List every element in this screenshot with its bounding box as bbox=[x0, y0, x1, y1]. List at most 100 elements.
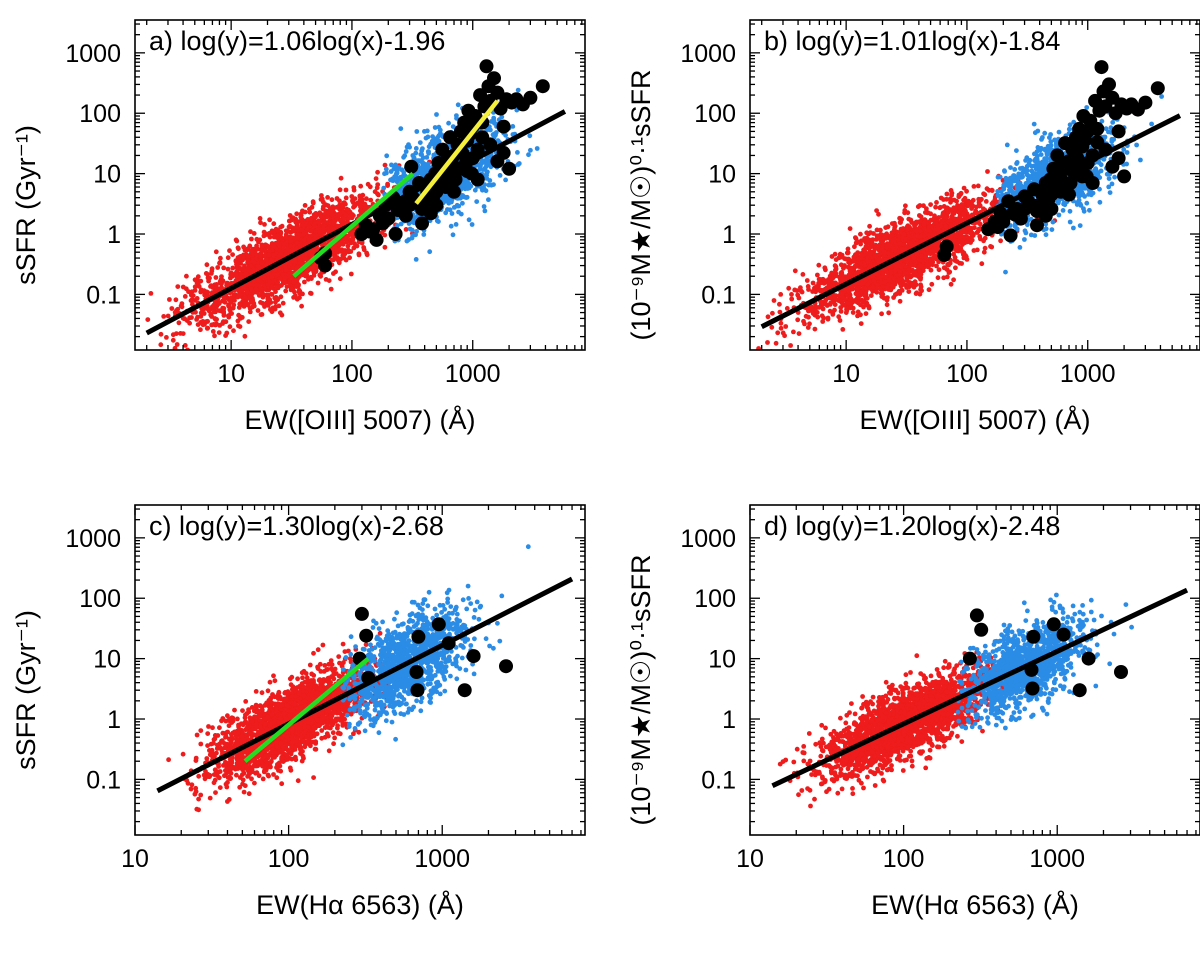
red-sample-point bbox=[302, 280, 307, 285]
blue-sample-point bbox=[426, 151, 431, 156]
red-sample-point bbox=[358, 195, 363, 200]
blue-sample-point bbox=[436, 219, 441, 224]
red-sample-point bbox=[222, 319, 227, 324]
red-sample-point bbox=[349, 272, 354, 277]
red-sample-point bbox=[302, 238, 307, 243]
red-sample-point bbox=[241, 285, 246, 290]
red-sample-point bbox=[906, 289, 911, 294]
blue-sample-point bbox=[419, 152, 424, 157]
red-sample-point bbox=[374, 176, 379, 181]
blue-sample-point bbox=[406, 237, 411, 242]
blue-sample-point bbox=[528, 148, 533, 153]
red-sample-point bbox=[275, 272, 280, 277]
red-sample-point bbox=[222, 296, 227, 301]
red-sample-point bbox=[295, 265, 300, 270]
red-sample-point bbox=[194, 317, 199, 322]
blue-sample-point bbox=[535, 146, 540, 151]
red-sample-point bbox=[247, 282, 252, 287]
red-sample-point bbox=[230, 252, 235, 257]
red-sample-point bbox=[283, 289, 288, 294]
red-sample-point bbox=[273, 307, 278, 312]
blue-sample-point bbox=[484, 188, 489, 193]
red-sample-point bbox=[344, 188, 349, 193]
blue-sample-point bbox=[483, 209, 488, 214]
red-sample-point bbox=[214, 249, 219, 254]
red-sample-point bbox=[227, 248, 232, 253]
blue-sample-point bbox=[454, 222, 459, 227]
red-sample-point bbox=[210, 266, 215, 271]
red-sample-point bbox=[245, 247, 250, 252]
red-sample-point bbox=[240, 315, 245, 320]
red-sample-point bbox=[806, 284, 811, 289]
red-sample-point bbox=[175, 284, 180, 289]
red-sample-point bbox=[271, 221, 276, 226]
red-sample-point bbox=[293, 278, 298, 283]
red-sample-point bbox=[231, 328, 236, 333]
blue-sample-point bbox=[427, 249, 432, 254]
blue-sample-point bbox=[424, 162, 429, 167]
red-sample-point bbox=[772, 298, 777, 303]
black-point bbox=[415, 216, 429, 230]
red-sample-point bbox=[844, 310, 849, 315]
black-point bbox=[404, 160, 418, 174]
blue-sample-point bbox=[467, 217, 472, 222]
blue-sample-point bbox=[433, 125, 438, 130]
red-sample-point bbox=[171, 338, 176, 343]
red-sample-point bbox=[189, 315, 194, 320]
red-sample-point bbox=[212, 333, 217, 338]
red-sample-point bbox=[209, 323, 214, 328]
red-sample-point bbox=[270, 229, 275, 234]
black-point bbox=[536, 79, 550, 93]
red-sample-point bbox=[810, 289, 815, 294]
red-sample-point bbox=[365, 252, 370, 257]
blue-sample-point bbox=[424, 136, 429, 141]
red-sample-point bbox=[261, 295, 266, 300]
x-tick-label: 1000 bbox=[445, 360, 501, 388]
blue-sample-point bbox=[491, 132, 496, 137]
red-sample-point bbox=[242, 302, 247, 307]
blue-sample-point bbox=[421, 232, 426, 237]
red-sample-point bbox=[949, 282, 954, 287]
red-sample-point bbox=[236, 323, 241, 328]
red-sample-point bbox=[364, 196, 369, 201]
red-sample-point bbox=[307, 210, 312, 215]
red-sample-point bbox=[879, 311, 884, 316]
red-sample-point bbox=[229, 311, 234, 316]
blue-sample-point bbox=[402, 153, 407, 158]
red-sample-point bbox=[246, 319, 251, 324]
red-sample-point bbox=[226, 255, 231, 260]
blue-sample-point bbox=[449, 199, 454, 204]
black-point bbox=[318, 259, 332, 273]
blue-sample-point bbox=[418, 166, 423, 171]
red-sample-point bbox=[322, 219, 327, 224]
blue-sample-point bbox=[479, 160, 484, 165]
red-sample-point bbox=[255, 247, 260, 252]
red-sample-point bbox=[929, 282, 934, 287]
red-sample-point bbox=[331, 216, 336, 221]
red-sample-point bbox=[263, 253, 268, 258]
red-sample-point bbox=[783, 324, 788, 329]
red-sample-point bbox=[234, 238, 239, 243]
red-sample-point bbox=[243, 334, 248, 339]
red-sample-point bbox=[271, 252, 276, 257]
red-sample-point bbox=[221, 310, 226, 315]
red-sample-point bbox=[247, 294, 252, 299]
blue-sample-point bbox=[438, 128, 443, 133]
blue-sample-point bbox=[451, 232, 456, 237]
red-sample-point bbox=[288, 239, 293, 244]
blue-sample-point bbox=[517, 161, 522, 166]
red-sample-point bbox=[265, 232, 270, 237]
red-sample-point bbox=[283, 275, 288, 280]
red-sample-point bbox=[891, 295, 896, 300]
red-sample-point bbox=[275, 228, 280, 233]
red-sample-point bbox=[280, 224, 285, 229]
red-sample-point bbox=[316, 281, 321, 286]
red-sample-point bbox=[308, 229, 313, 234]
red-sample-point bbox=[256, 240, 261, 245]
red-sample-point bbox=[352, 241, 357, 246]
red-sample-point bbox=[202, 322, 207, 327]
red-sample-point bbox=[335, 255, 340, 260]
black-point bbox=[439, 180, 453, 194]
